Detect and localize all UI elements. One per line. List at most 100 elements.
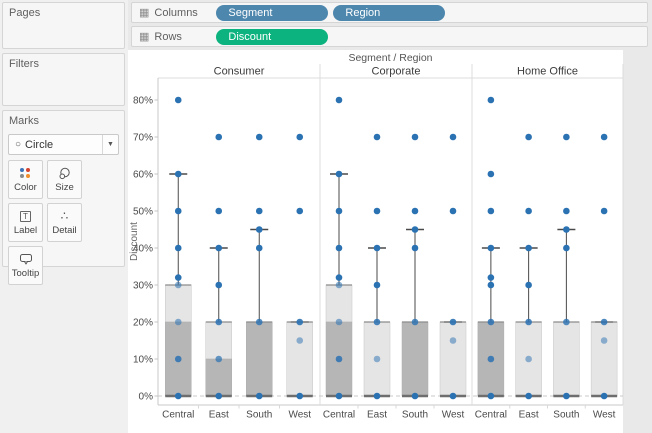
data-point[interactable] bbox=[449, 133, 457, 141]
data-point[interactable] bbox=[525, 318, 532, 326]
data-point[interactable] bbox=[373, 244, 381, 252]
data-point[interactable] bbox=[411, 318, 419, 326]
box-lower[interactable] bbox=[205, 358, 232, 397]
data-point[interactable] bbox=[563, 207, 570, 215]
data-point[interactable] bbox=[563, 133, 570, 141]
filters-shelf[interactable]: Filters bbox=[2, 53, 125, 106]
data-point[interactable] bbox=[296, 207, 304, 215]
data-point[interactable] bbox=[174, 207, 182, 215]
data-point[interactable] bbox=[255, 392, 263, 400]
detail-button[interactable]: ∴ Detail bbox=[47, 203, 82, 242]
data-point[interactable] bbox=[487, 281, 495, 289]
data-point[interactable] bbox=[525, 355, 532, 363]
data-point[interactable] bbox=[411, 244, 419, 252]
pill-discount[interactable]: Discount bbox=[216, 28, 329, 45]
data-point[interactable] bbox=[335, 96, 343, 104]
data-point[interactable] bbox=[487, 318, 495, 326]
pages-shelf[interactable]: Pages bbox=[2, 2, 125, 49]
data-point[interactable] bbox=[600, 318, 608, 326]
pill-region[interactable]: Region bbox=[333, 4, 446, 21]
data-point[interactable] bbox=[174, 170, 182, 178]
data-point[interactable] bbox=[174, 274, 182, 281]
data-point[interactable] bbox=[373, 281, 381, 289]
data-point[interactable] bbox=[525, 207, 532, 215]
data-point[interactable] bbox=[335, 170, 343, 178]
data-point[interactable] bbox=[600, 337, 608, 344]
data-point[interactable] bbox=[563, 392, 570, 400]
data-point[interactable] bbox=[335, 392, 343, 400]
data-point[interactable] bbox=[563, 226, 570, 233]
data-point[interactable] bbox=[174, 281, 182, 289]
data-point[interactable] bbox=[487, 170, 495, 178]
data-point[interactable] bbox=[373, 133, 381, 141]
label-button[interactable]: T Label bbox=[8, 203, 43, 242]
data-point[interactable] bbox=[335, 318, 343, 326]
data-point[interactable] bbox=[215, 318, 223, 326]
data-point[interactable] bbox=[373, 207, 381, 215]
data-point[interactable] bbox=[373, 355, 381, 363]
data-point[interactable] bbox=[487, 96, 495, 104]
data-point[interactable] bbox=[335, 274, 343, 281]
data-point[interactable] bbox=[449, 392, 457, 400]
color-button[interactable]: Color bbox=[8, 160, 43, 199]
data-point[interactable] bbox=[255, 226, 263, 233]
size-button[interactable]: Size bbox=[47, 160, 82, 199]
data-point[interactable] bbox=[296, 392, 304, 400]
data-point[interactable] bbox=[215, 207, 223, 215]
data-point[interactable] bbox=[563, 244, 570, 252]
data-point[interactable] bbox=[487, 392, 495, 400]
data-point[interactable] bbox=[174, 244, 182, 252]
data-point[interactable] bbox=[525, 133, 532, 141]
data-point[interactable] bbox=[487, 207, 495, 215]
data-point[interactable] bbox=[449, 207, 457, 215]
mark-type-dropdown[interactable]: ○ Circle ▼ bbox=[8, 134, 119, 155]
data-point[interactable] bbox=[215, 392, 223, 400]
data-point[interactable] bbox=[296, 337, 304, 344]
box-upper[interactable] bbox=[553, 321, 580, 397]
data-point[interactable] bbox=[411, 226, 419, 233]
chevron-down-icon[interactable]: ▼ bbox=[102, 135, 118, 154]
data-point[interactable] bbox=[600, 392, 608, 400]
data-point[interactable] bbox=[411, 207, 419, 215]
data-point[interactable] bbox=[335, 355, 343, 363]
data-point[interactable] bbox=[335, 207, 343, 215]
box-upper[interactable] bbox=[325, 284, 353, 323]
data-point[interactable] bbox=[335, 281, 343, 289]
tooltip-button[interactable]: Tooltip bbox=[8, 246, 43, 285]
data-point[interactable] bbox=[215, 281, 223, 289]
data-point[interactable] bbox=[487, 274, 495, 281]
data-point[interactable] bbox=[525, 281, 532, 289]
pill-segment[interactable]: Segment bbox=[216, 4, 329, 21]
data-point[interactable] bbox=[255, 207, 263, 215]
data-point[interactable] bbox=[600, 207, 608, 215]
data-point[interactable] bbox=[174, 392, 182, 400]
data-point[interactable] bbox=[525, 244, 532, 252]
data-point[interactable] bbox=[215, 133, 223, 141]
data-point[interactable] bbox=[215, 244, 223, 252]
box-upper[interactable] bbox=[286, 321, 313, 397]
data-point[interactable] bbox=[296, 133, 304, 141]
box-lower[interactable] bbox=[401, 321, 429, 397]
data-point[interactable] bbox=[600, 133, 608, 141]
data-point[interactable] bbox=[174, 318, 182, 326]
box-upper[interactable] bbox=[205, 321, 232, 360]
box-upper[interactable] bbox=[590, 321, 618, 397]
data-point[interactable] bbox=[525, 392, 532, 400]
data-point[interactable] bbox=[373, 318, 381, 326]
data-point[interactable] bbox=[411, 392, 419, 400]
data-point[interactable] bbox=[335, 244, 343, 252]
data-point[interactable] bbox=[563, 318, 570, 326]
data-point[interactable] bbox=[215, 355, 223, 363]
data-point[interactable] bbox=[487, 355, 495, 363]
data-point[interactable] bbox=[255, 244, 263, 252]
box-upper[interactable] bbox=[439, 321, 467, 397]
data-point[interactable] bbox=[255, 133, 263, 141]
box-upper[interactable] bbox=[165, 284, 192, 323]
data-point[interactable] bbox=[487, 244, 495, 252]
data-point[interactable] bbox=[296, 318, 304, 326]
data-point[interactable] bbox=[373, 392, 381, 400]
data-point[interactable] bbox=[174, 96, 182, 104]
data-point[interactable] bbox=[449, 337, 457, 344]
data-point[interactable] bbox=[174, 355, 182, 363]
data-point[interactable] bbox=[411, 133, 419, 141]
